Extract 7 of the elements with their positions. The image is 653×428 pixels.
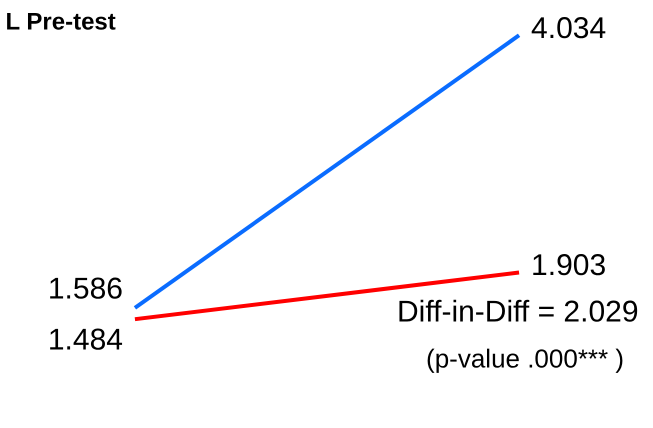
data-label: 4.034 xyxy=(531,12,606,45)
data-label: 1.484 xyxy=(48,324,123,357)
data-label: 1.903 xyxy=(531,249,606,282)
text: (p-value .000*** ) xyxy=(426,344,624,374)
data-label: 1.586 xyxy=(48,272,123,306)
annotation: Diff-in-Diff = 2.029 xyxy=(396,296,639,328)
chart-title: L Pre-test xyxy=(6,8,116,36)
